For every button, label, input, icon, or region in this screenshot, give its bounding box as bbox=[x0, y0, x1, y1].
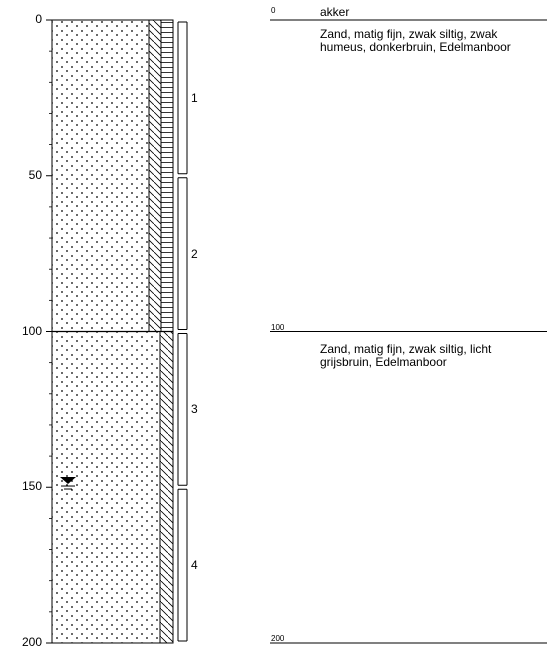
description-lines bbox=[270, 19, 547, 644]
sample-number-1: 1 bbox=[191, 90, 198, 105]
layer-top-label-100: 100 bbox=[271, 323, 285, 332]
depth-tick-label: 0 bbox=[35, 12, 42, 26]
layer-column bbox=[51, 19, 174, 644]
humus-diagonal-hatch bbox=[148, 19, 162, 332]
depth-tick-label: 200 bbox=[21, 635, 42, 649]
depth-tick-label: 100 bbox=[21, 323, 42, 338]
sand-dots-layer-1 bbox=[51, 19, 150, 332]
layer-description-2: Zand, matig fijn, zwak siltig, licht gri… bbox=[320, 342, 492, 369]
layer-top-label-0: 0 bbox=[271, 6, 276, 15]
depth-tick-label: 50 bbox=[28, 167, 42, 182]
layer-description-1: Zand, matig fijn, zwak siltig, zwak hume… bbox=[320, 27, 511, 54]
horizontal-hatch bbox=[160, 19, 174, 332]
sand-dots-layer-2 bbox=[51, 331, 161, 644]
sample-number-4: 4 bbox=[191, 558, 198, 573]
silt-diagonal-hatch bbox=[159, 331, 174, 644]
depth-ticks bbox=[46, 19, 52, 644]
sample-number-3: 3 bbox=[191, 402, 198, 417]
depth-tick-label: 150 bbox=[21, 479, 42, 494]
layer-label-akker: akker bbox=[320, 5, 350, 19]
groundwater-triangle-icon bbox=[60, 477, 76, 490]
sample-intervals bbox=[177, 21, 188, 642]
groundwater-triangle bbox=[60, 477, 76, 485]
sample-number-2: 2 bbox=[191, 246, 198, 261]
bottom-depth-label: 200 bbox=[271, 634, 285, 643]
